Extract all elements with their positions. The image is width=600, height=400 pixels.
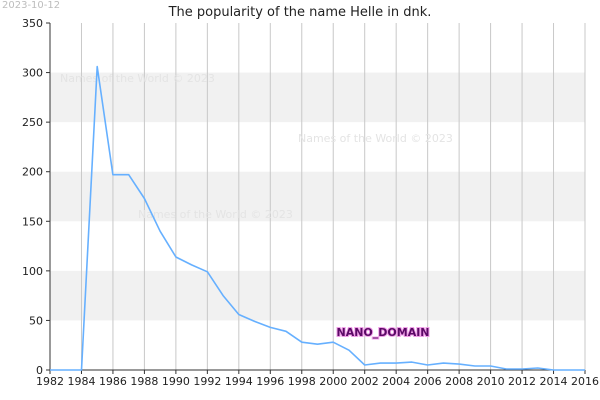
x-tick-label: 2004	[382, 375, 410, 388]
x-tick-label: 2014	[540, 375, 568, 388]
x-tick-label: 1982	[36, 375, 64, 388]
y-tick-label: 250	[22, 116, 43, 129]
x-tick-label: 1986	[99, 375, 127, 388]
axes	[46, 22, 586, 374]
x-tick-label: 1992	[193, 375, 221, 388]
y-tick-label: 0	[36, 364, 43, 377]
series-layer	[50, 65, 585, 371]
background-bands	[50, 72, 585, 321]
domain-label: NANO_DOMAIN	[336, 326, 429, 339]
x-tick-label: 2000	[319, 375, 347, 388]
date-stamp: 2023-10-12	[2, 0, 60, 11]
x-tick-label: 1998	[288, 375, 316, 388]
x-tick-label: 1984	[67, 375, 95, 388]
background-band	[50, 72, 585, 123]
x-tick-label: 1990	[162, 375, 190, 388]
x-tick-label: 2002	[351, 375, 379, 388]
watermark-text: Names of the World © 2023	[138, 208, 293, 221]
grid-lines	[49, 23, 586, 370]
x-tick-label: 2016	[571, 375, 599, 388]
y-tick-label: 100	[22, 265, 43, 278]
x-tick-label: 1994	[225, 375, 253, 388]
x-tick-label: 1988	[130, 375, 158, 388]
x-tick-label: 2012	[508, 375, 536, 388]
x-tick-label: 2008	[445, 375, 473, 388]
x-tick-label: 1996	[256, 375, 284, 388]
y-tick-label: 50	[29, 314, 43, 327]
x-tick-label: 2006	[414, 375, 442, 388]
background-band	[50, 171, 585, 222]
series-line	[50, 65, 585, 371]
y-tick-label: 300	[22, 67, 43, 80]
y-tick-label: 200	[22, 166, 43, 179]
tick-labels: 0 50 100 150 200 250 300 350 1982 1984 1986 1988 199…	[22, 17, 599, 388]
x-tick-label: 2010	[477, 375, 505, 388]
watermark-text: Names of the World © 2023	[298, 132, 453, 145]
y-tick-label: 350	[22, 17, 43, 30]
watermark-text: Names of the World © 2023	[60, 72, 215, 85]
chart-title: The popularity of the name Helle in dnk.	[168, 5, 432, 20]
y-tick-label: 150	[22, 215, 43, 228]
background-band	[50, 270, 585, 321]
